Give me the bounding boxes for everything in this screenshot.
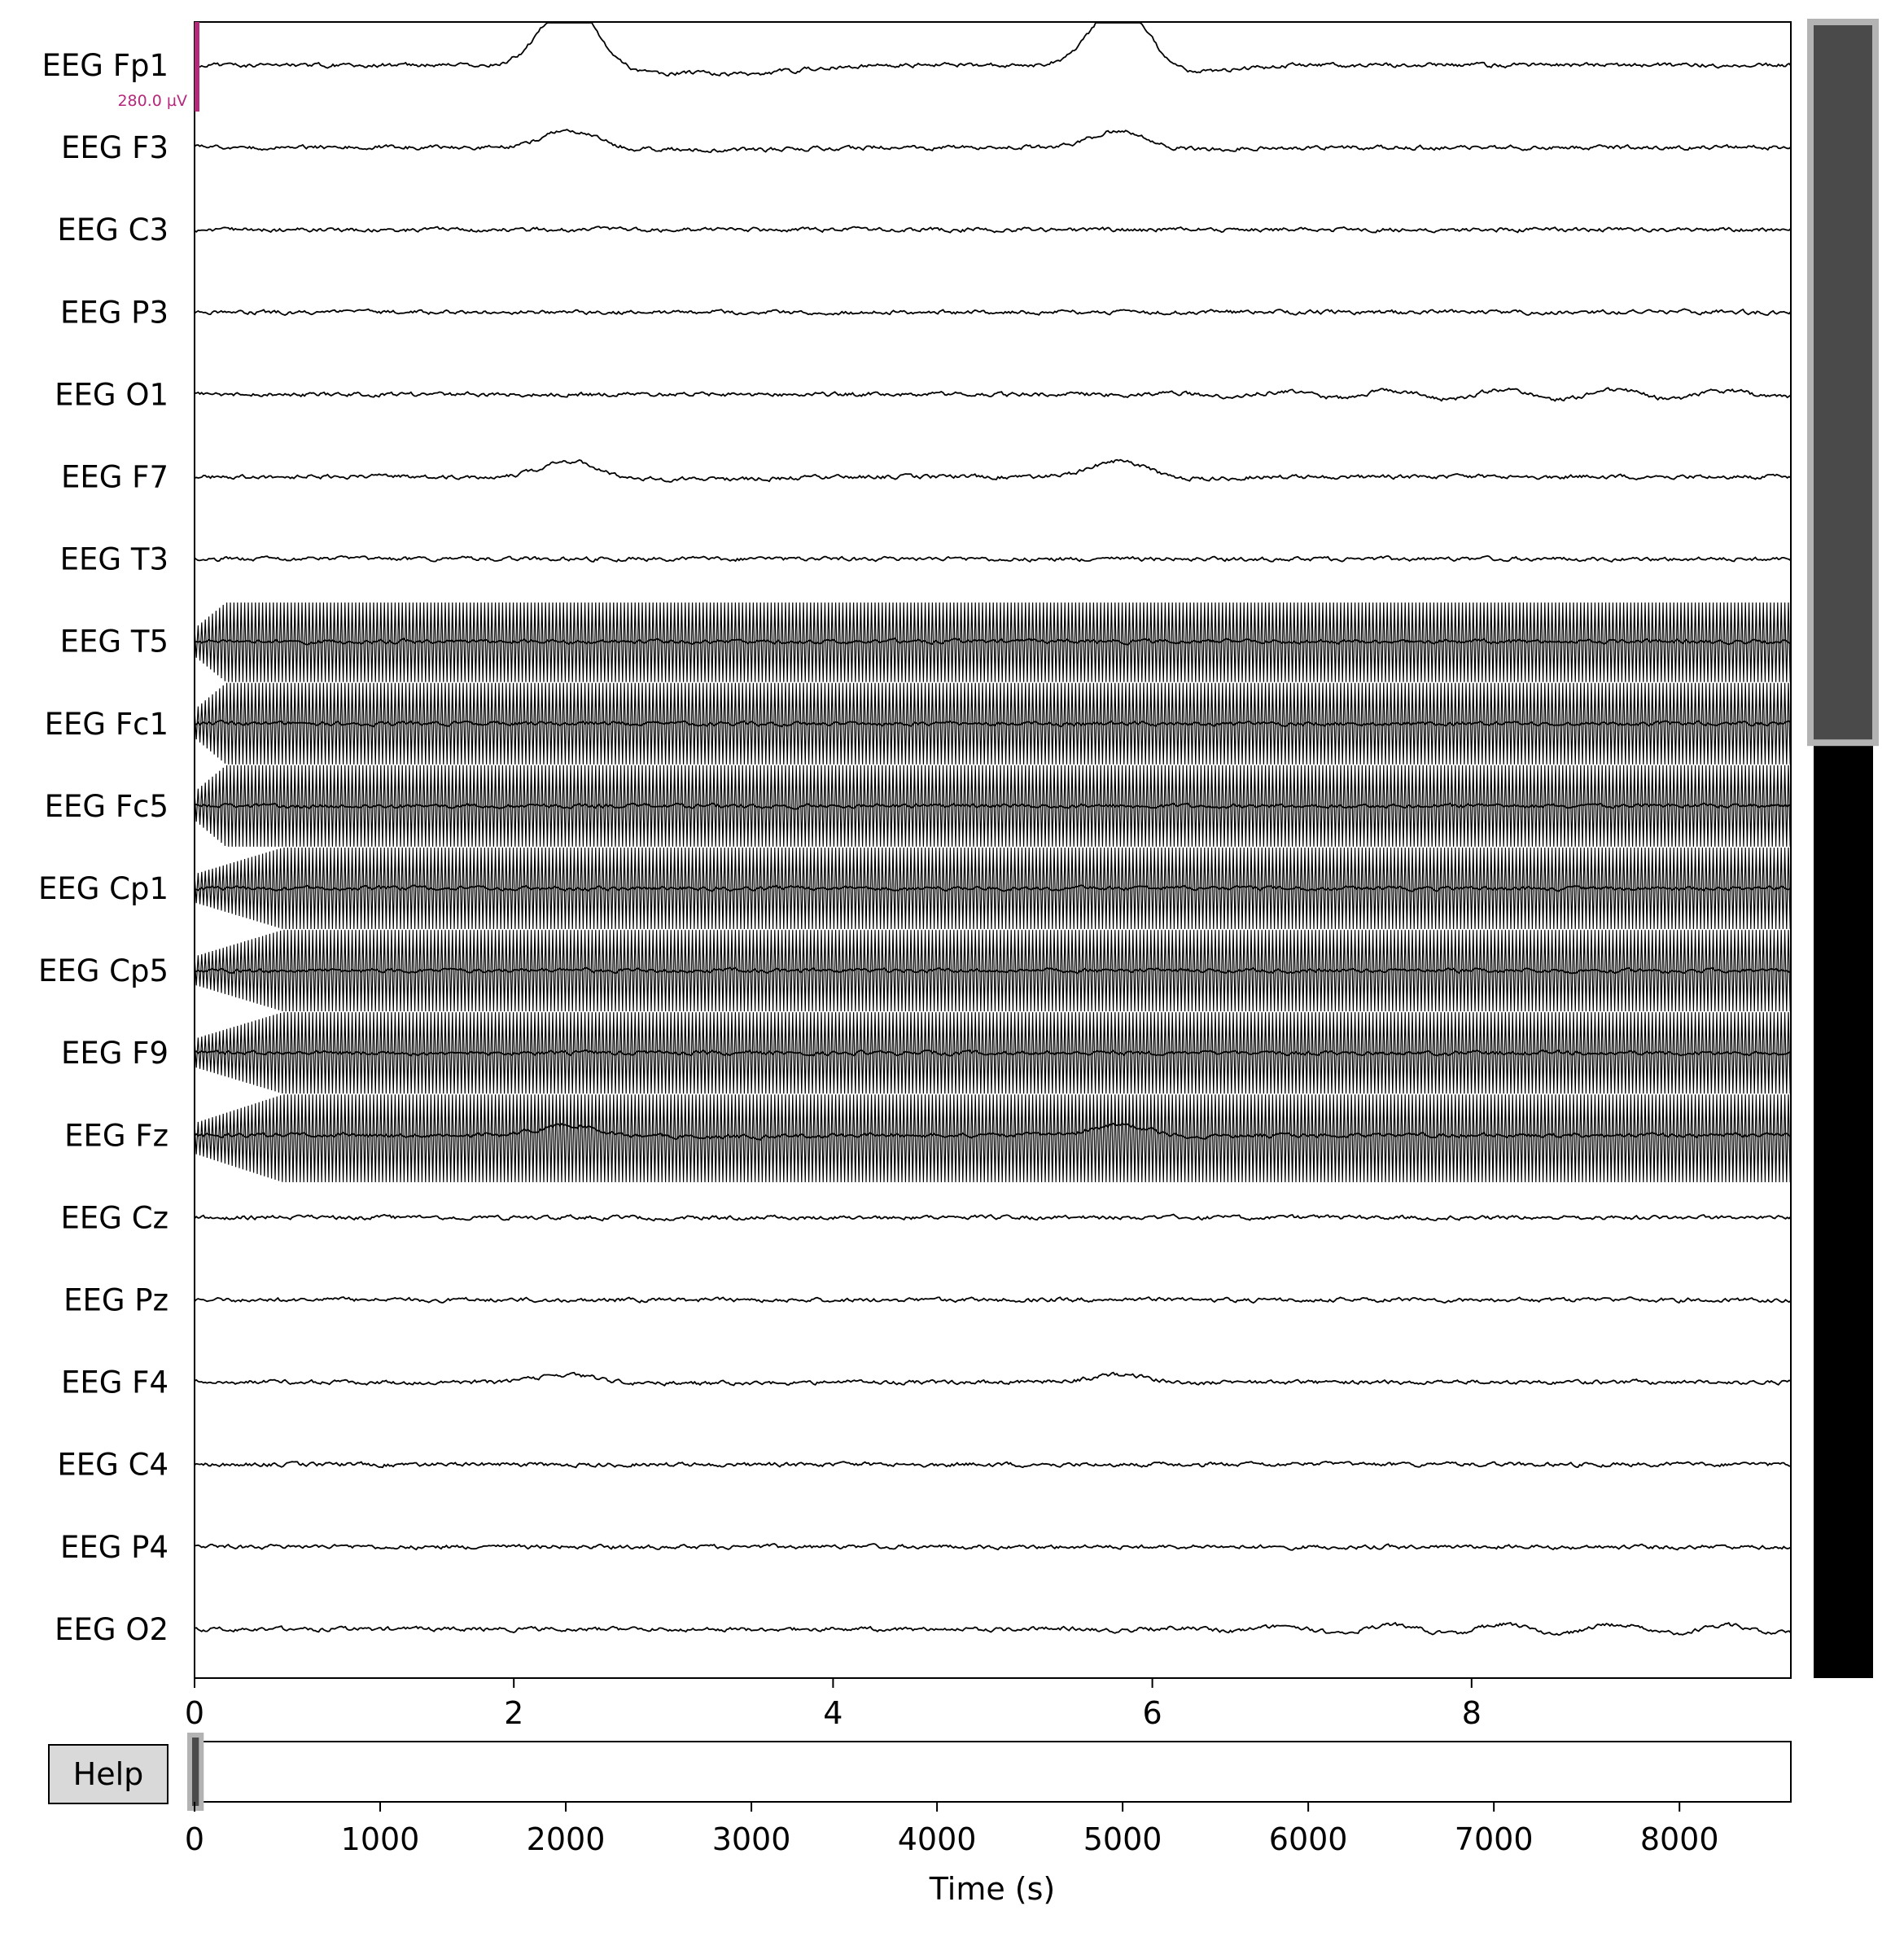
time-tick-label: 4 xyxy=(823,1695,843,1731)
overview-tick-label: 1000 xyxy=(341,1821,420,1857)
time-tick-label: 2 xyxy=(504,1695,523,1731)
help-button[interactable]: Help xyxy=(48,1744,169,1804)
eeg-trace-noise xyxy=(194,930,1791,1012)
time-tick-label: 8 xyxy=(1462,1695,1482,1731)
eeg-trace-noise xyxy=(194,682,1791,765)
eeg-trace xyxy=(194,308,1792,316)
channel-label[interactable]: EEG Fc5 xyxy=(45,789,169,824)
channel-scrollbar-thumb[interactable] xyxy=(1807,19,1879,747)
channel-labels: EEG Fp1 EEG F3 EEG C3 EEG P3 EEG O1 EEG F7 EEG… xyxy=(38,48,169,1647)
scale-bar xyxy=(195,22,199,112)
overview-tick-label: 8000 xyxy=(1640,1821,1719,1857)
channel-label[interactable]: EEG P3 xyxy=(60,295,169,330)
overview-tick-label: 5000 xyxy=(1083,1821,1162,1857)
eeg-trace xyxy=(194,1621,1792,1637)
eeg-trace-noise xyxy=(194,765,1791,847)
channel-label[interactable]: EEG P4 xyxy=(60,1530,169,1565)
overview-tick-label: 3000 xyxy=(712,1821,791,1857)
channel-label[interactable]: EEG F9 xyxy=(61,1036,169,1071)
eeg-trace xyxy=(194,22,1792,77)
channel-label[interactable]: EEG Cp1 xyxy=(38,871,169,906)
eeg-trace xyxy=(194,554,1792,563)
overview-tick-label: 4000 xyxy=(898,1821,977,1857)
channel-label[interactable]: EEG Cz xyxy=(61,1200,169,1235)
eeg-trace xyxy=(194,1296,1792,1304)
eeg-trace xyxy=(194,1543,1792,1551)
channel-label[interactable]: EEG O1 xyxy=(55,377,169,412)
overview-tick-label: 6000 xyxy=(1269,1821,1348,1857)
eeg-trace xyxy=(194,1371,1792,1387)
channel-label[interactable]: EEG Fp1 xyxy=(42,48,169,83)
time-scrollbar-thumb[interactable] xyxy=(187,1733,204,1811)
eeg-trace-noise xyxy=(194,847,1791,930)
eeg-trace xyxy=(194,226,1792,234)
time-scrollbar[interactable] xyxy=(194,1741,1792,1803)
channel-label[interactable]: EEG F7 xyxy=(61,460,169,495)
eeg-trace-noise xyxy=(194,1012,1791,1094)
overview-axis-ticks: 0 1000 2000 3000 4000 5000 6000 7000 8000 xyxy=(185,1802,1719,1857)
channel-label[interactable]: EEG T5 xyxy=(60,624,169,660)
eeg-trace xyxy=(195,387,1792,402)
channel-label[interactable]: EEG F4 xyxy=(61,1365,169,1400)
time-tick-label: 6 xyxy=(1143,1695,1162,1731)
channel-label[interactable]: EEG Fz xyxy=(64,1118,169,1153)
eeg-traces xyxy=(194,22,1792,1637)
channel-label[interactable]: EEG Fc1 xyxy=(45,707,169,742)
eeg-trace-noise xyxy=(194,1094,1791,1183)
overview-tick-label: 0 xyxy=(185,1821,204,1857)
time-axis-ticks: 0 2 4 6 8 xyxy=(185,1678,1482,1731)
channel-label[interactable]: EEG C3 xyxy=(57,213,169,248)
overview-tick-label: 7000 xyxy=(1455,1821,1534,1857)
channel-label[interactable]: EEG F3 xyxy=(61,130,169,165)
channel-label[interactable]: EEG C4 xyxy=(57,1448,169,1483)
traces-axes-frame[interactable] xyxy=(194,21,1792,1679)
channel-label[interactable]: EEG O2 xyxy=(55,1612,169,1647)
overview-tick-label: 2000 xyxy=(527,1821,606,1857)
time-tick-label: 0 xyxy=(185,1695,204,1731)
eeg-trace xyxy=(194,458,1792,483)
eeg-trace xyxy=(194,1460,1792,1469)
channel-label[interactable]: EEG Cp5 xyxy=(38,953,169,988)
eeg-trace xyxy=(194,1213,1792,1222)
scale-bar-label: 280.0 µV xyxy=(117,92,187,110)
time-axis-label: Time (s) xyxy=(929,1871,1056,1907)
eeg-trace-noise xyxy=(194,602,1791,682)
channel-label[interactable]: EEG Pz xyxy=(63,1283,169,1318)
eeg-trace xyxy=(194,129,1792,153)
channel-label[interactable]: EEG T3 xyxy=(60,542,169,577)
